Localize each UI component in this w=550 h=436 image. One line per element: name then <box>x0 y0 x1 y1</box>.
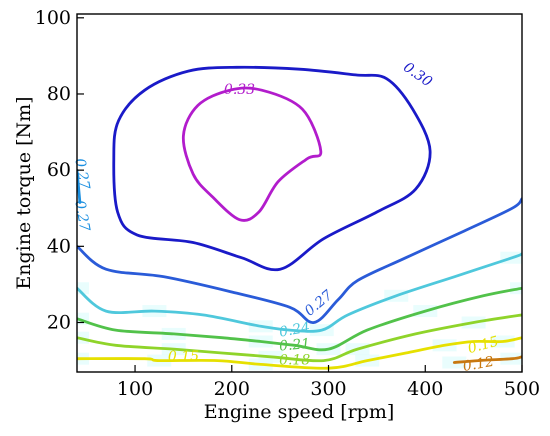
y-tick-label: 80 <box>47 83 71 105</box>
contour-label-0_27: 0.27 <box>71 157 92 191</box>
contour-line-0_33 <box>181 86 323 222</box>
x-axis: 100 200 300 400 500 <box>117 365 540 400</box>
contour-line-0_30 <box>112 65 432 272</box>
y-axis: 20 40 60 80 100 <box>35 7 84 333</box>
contour-label-0_33: 0.33 <box>224 82 255 98</box>
contour-label-0_18: 0.18 <box>279 353 310 369</box>
contour-label-0_27: 0.27 <box>71 199 92 233</box>
y-tick-label: 100 <box>35 7 71 29</box>
contour-line-0_21 <box>77 286 522 352</box>
y-tick-label: 60 <box>47 159 71 181</box>
contour-lines <box>77 65 522 370</box>
x-tick-label: 100 <box>117 378 153 400</box>
contour-line-0_15 <box>77 336 522 370</box>
contour-line-0_27 <box>77 197 522 324</box>
x-tick-label: 300 <box>310 378 346 400</box>
contour-label-0_15: 0.15 <box>466 334 500 358</box>
plot-frame <box>76 13 523 373</box>
contour-line-0_12 <box>452 355 522 364</box>
contour-labels: 0.33 0.300.270.270.270.240.210.180.15 0.15… <box>71 59 500 375</box>
contour-line-0_24 <box>77 252 522 333</box>
contour-label-0_30: 0.30 <box>400 59 435 90</box>
contour-label-0_24: 0.24 <box>278 320 311 341</box>
x-tick-label: 400 <box>407 378 443 400</box>
contour-label-0_21: 0.21 <box>278 336 310 355</box>
y-axis-title: Engine torque [Nm] <box>13 96 35 289</box>
contour-line-0_18 <box>77 313 522 363</box>
x-axis-title: Engine speed [rpm] <box>204 401 395 423</box>
contour-label-0_15: 0.15 <box>168 349 199 365</box>
contour-label-0_12: 0.12 <box>462 354 496 375</box>
x-tick-label: 200 <box>214 378 250 400</box>
y-tick-label: 20 <box>47 311 71 333</box>
x-tick-label: 500 <box>504 378 540 400</box>
contour-label-0_27: 0.27 <box>302 287 336 319</box>
y-tick-label: 40 <box>47 235 71 257</box>
